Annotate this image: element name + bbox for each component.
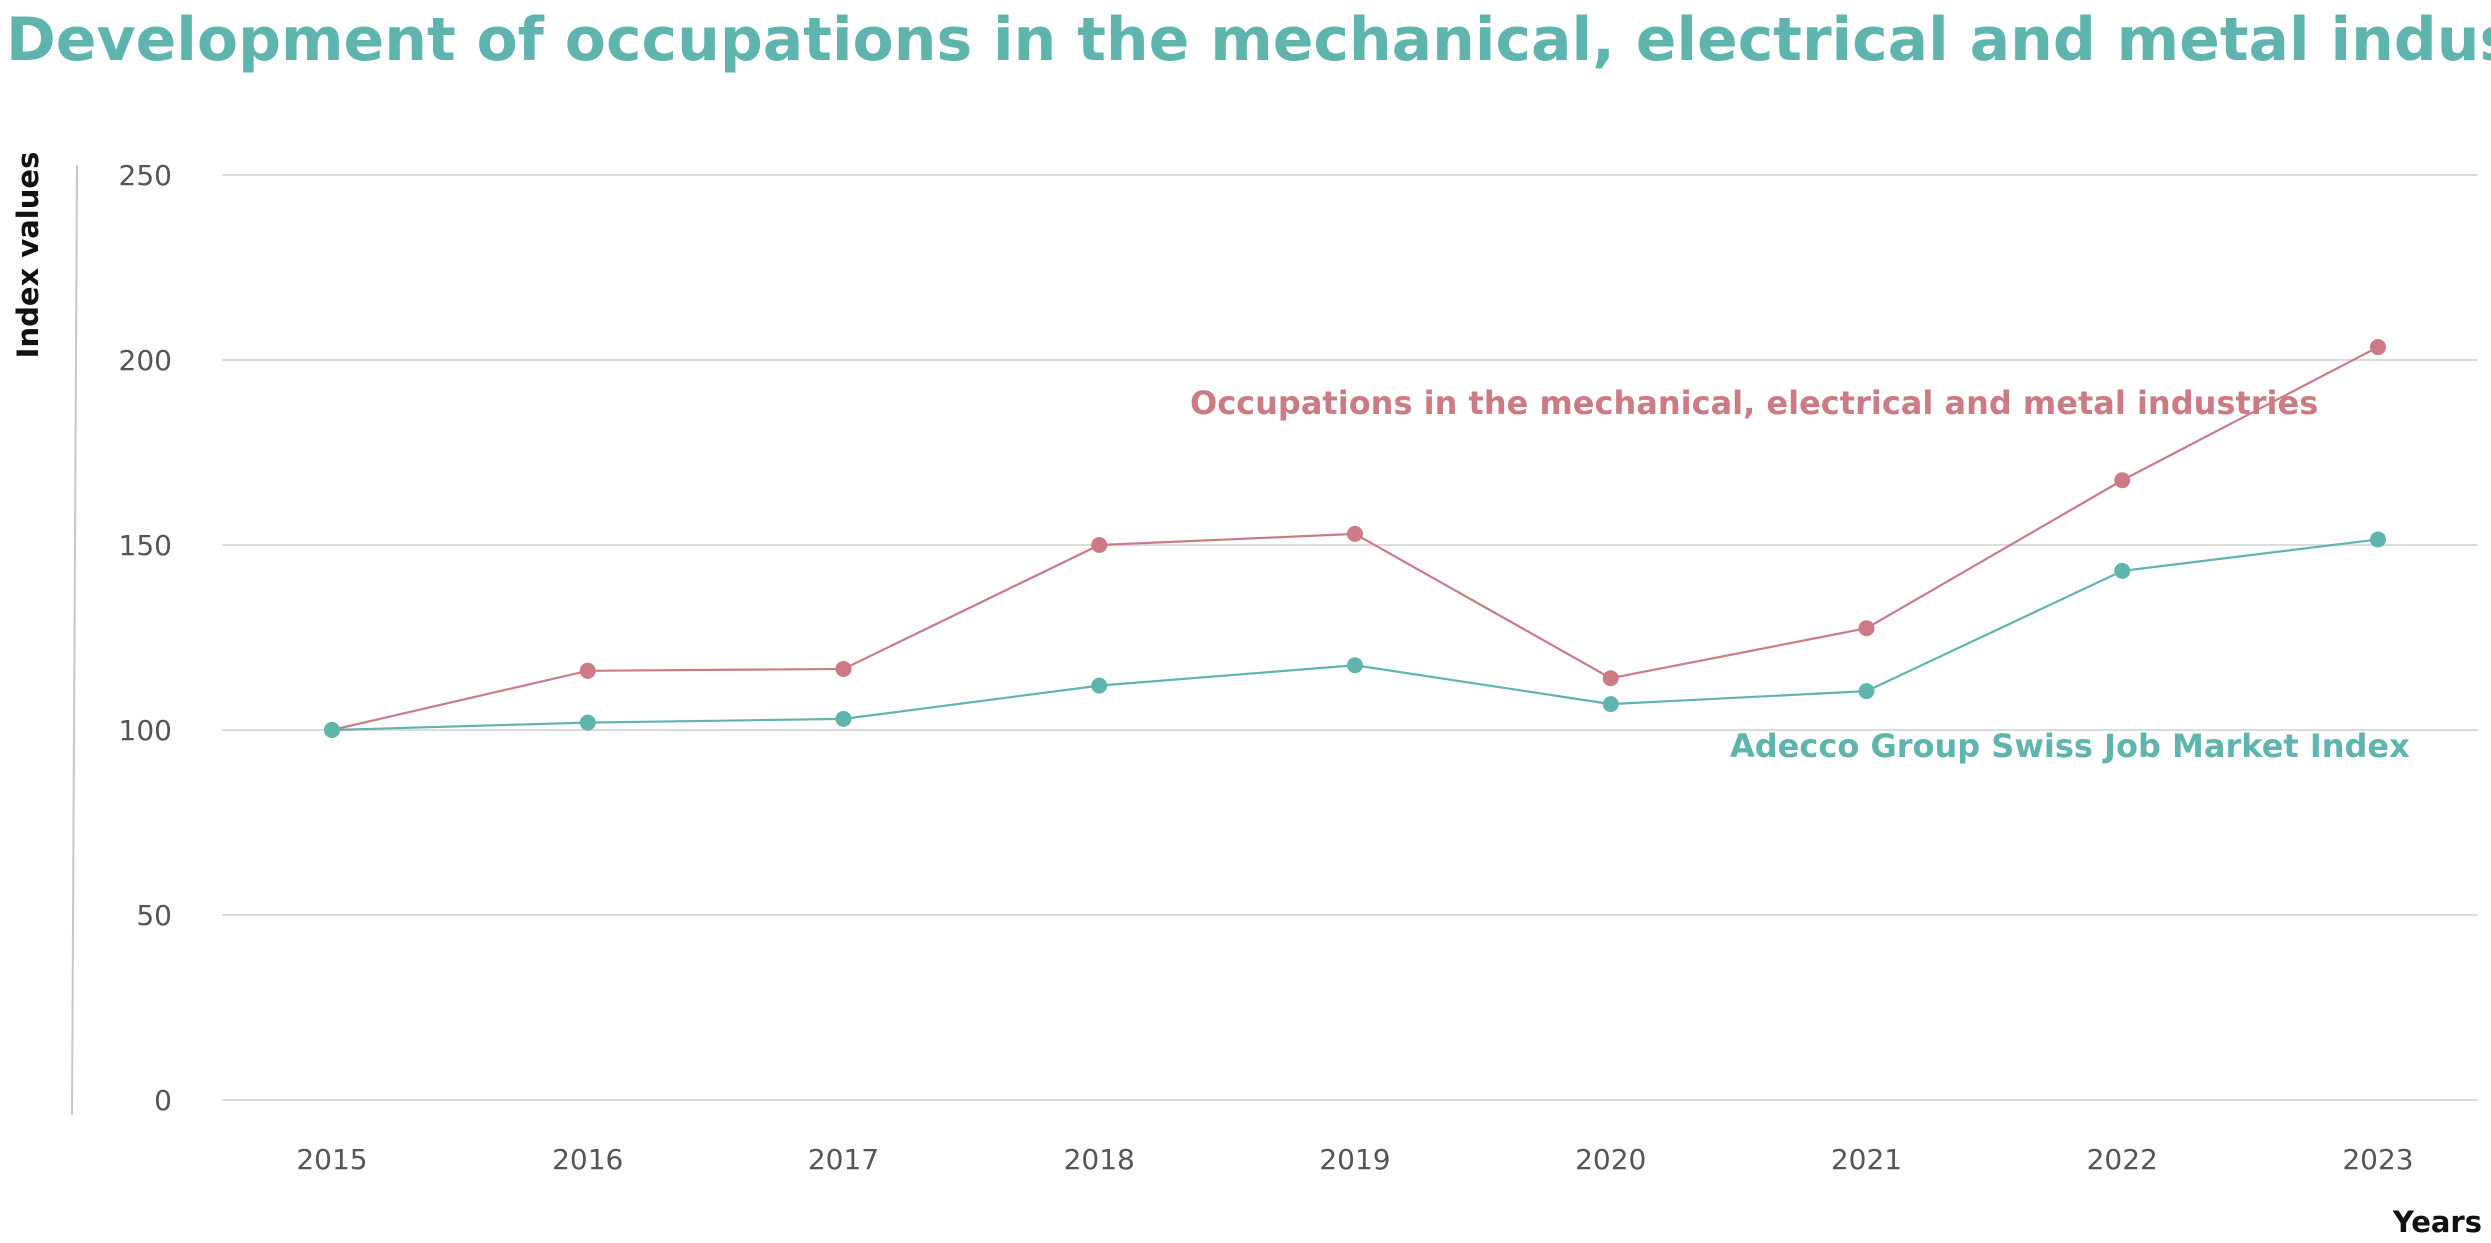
- data-point-series-0-2021: [1858, 620, 1875, 637]
- x-tick-labels: 2015 2016 2017 2018 2019 2020 2021 2022 2023: [296, 1143, 2413, 1176]
- x-tick-label: 2021: [1831, 1143, 1902, 1176]
- data-point-series-0-2020: [1602, 670, 1619, 687]
- x-tick-label: 2016: [552, 1143, 623, 1176]
- data-point-series-1-2018: [1091, 677, 1108, 694]
- data-point-series-1-2022: [2114, 562, 2131, 579]
- x-tick-label: 2022: [2087, 1143, 2158, 1176]
- data-point-series-1-2019: [1347, 657, 1363, 674]
- data-point-series-1-2016: [579, 714, 596, 731]
- gridlines: [222, 174, 2478, 1101]
- chart-title: Development of occupations in the mechan…: [6, 5, 2491, 75]
- data-point-series-0-2016: [579, 662, 596, 679]
- y-axis-title: Index values: [11, 152, 45, 359]
- data-point-series-1-2017: [835, 710, 852, 727]
- series-label-adecco-index: Adecco Group Swiss Job Market Index: [1730, 727, 2410, 765]
- y-tick-label: 100: [119, 714, 172, 747]
- y-axis-line: [71, 164, 78, 1116]
- data-point-series-0-2019: [1347, 525, 1363, 542]
- y-tick-label: 250: [119, 159, 172, 192]
- y-tick-label: 50: [136, 899, 172, 932]
- y-tick-label: 0: [154, 1084, 172, 1117]
- series-line-1: [331, 538, 2379, 732]
- x-tick-label: 2017: [808, 1143, 879, 1176]
- x-tick-label: 2020: [1575, 1143, 1646, 1176]
- data-point-series-1-2015: [324, 722, 340, 738]
- y-tick-labels: 0 50 100 150 200 250: [119, 159, 172, 1117]
- data-point-series-0-2018: [1091, 537, 1108, 553]
- data-point-series-0-2017: [835, 660, 852, 677]
- series-label-occupations: Occupations in the mechanical, electrica…: [1190, 384, 2318, 422]
- y-tick-label: 200: [119, 344, 172, 377]
- x-axis-title: Years: [2392, 1205, 2482, 1239]
- data-point-series-1-2023: [2370, 531, 2386, 548]
- x-tick-label: 2015: [296, 1143, 367, 1176]
- data-points: [324, 339, 2386, 738]
- x-tick-label: 2019: [1319, 1143, 1390, 1176]
- data-point-series-0-2022: [2114, 472, 2131, 489]
- data-point-series-0-2023: [2370, 339, 2386, 356]
- y-tick-label: 150: [119, 529, 172, 562]
- x-tick-label: 2023: [2342, 1143, 2413, 1176]
- x-tick-label: 2018: [1064, 1143, 1135, 1176]
- data-point-series-1-2021: [1858, 683, 1875, 700]
- data-point-series-1-2020: [1602, 696, 1619, 713]
